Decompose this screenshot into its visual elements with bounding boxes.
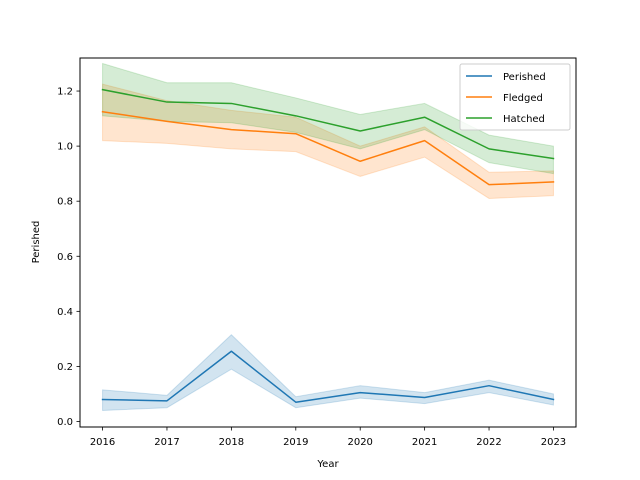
data-point-hatched-2020 xyxy=(359,130,361,132)
data-point-fledged-2020 xyxy=(359,160,361,162)
data-point-hatched-2022 xyxy=(488,148,490,150)
x-tick-label: 2018 xyxy=(219,437,244,448)
y-tick-label: 0.4 xyxy=(57,307,73,318)
data-point-hatched-2018 xyxy=(231,103,233,105)
data-point-hatched-2023 xyxy=(553,158,555,160)
y-tick-label: 0.0 xyxy=(57,417,73,428)
y-tick-label: 1.0 xyxy=(57,142,73,153)
series-line-fledged xyxy=(101,110,555,186)
x-tick-label: 2019 xyxy=(283,437,308,448)
x-tick-label: 2022 xyxy=(476,437,501,448)
confidence-band-perished xyxy=(102,334,554,412)
y-tick-label: 0.6 xyxy=(57,252,73,263)
data-point-perished-2019 xyxy=(295,401,297,403)
data-point-hatched-2019 xyxy=(295,115,297,117)
y-tick-label: 0.2 xyxy=(57,362,73,373)
legend-label-hatched: Hatched xyxy=(503,114,545,125)
plot-frame xyxy=(79,57,577,428)
legend-label-fledged: Fledged xyxy=(503,93,543,104)
data-point-hatched-2017 xyxy=(166,101,168,103)
data-point-perished-2021 xyxy=(424,397,426,399)
data-point-perished-2018 xyxy=(231,350,233,352)
x-tick-label: 2020 xyxy=(347,437,372,448)
x-tick-label: 2021 xyxy=(412,437,437,448)
legend-box xyxy=(459,63,571,131)
data-point-perished-2020 xyxy=(359,392,361,394)
data-point-fledged-2022 xyxy=(488,184,490,186)
x-tick-label: 2016 xyxy=(90,437,115,448)
data-point-fledged-2018 xyxy=(231,129,233,131)
confidence-bands xyxy=(102,62,554,412)
series-line-perished xyxy=(101,350,555,403)
series-line-hatched xyxy=(101,88,555,160)
data-point-hatched-2016 xyxy=(102,89,104,91)
confidence-band-hatched xyxy=(102,62,554,175)
data-point-perished-2023 xyxy=(553,399,555,401)
confidence-band-fledged xyxy=(102,83,554,199)
data-point-fledged-2017 xyxy=(166,121,168,123)
legend: Perished Fledged Hatched xyxy=(459,63,571,131)
x-axis-label: Year xyxy=(316,459,339,470)
data-point-perished-2016 xyxy=(102,399,104,401)
data-point-perished-2017 xyxy=(166,400,168,402)
x-tick-label: 2023 xyxy=(541,437,566,448)
data-point-fledged-2016 xyxy=(102,111,104,113)
y-tick-label: 0.8 xyxy=(57,197,73,208)
legend-label-perished: Perished xyxy=(503,72,546,83)
y-tick-label: 1.2 xyxy=(57,87,73,98)
y-axis-label: Perished xyxy=(31,221,42,264)
x-axis-ticks: 2016 2017 2018 2019 2020 2021 2022 2023 xyxy=(90,427,566,448)
series-lines xyxy=(101,88,555,403)
x-tick-label: 2017 xyxy=(154,437,179,448)
y-axis-ticks: 0.0 0.2 0.4 0.6 0.8 1.0 1.2 xyxy=(57,87,80,428)
data-point-fledged-2019 xyxy=(295,133,297,135)
data-point-fledged-2021 xyxy=(424,140,426,142)
data-point-fledged-2023 xyxy=(553,181,555,183)
data-point-perished-2022 xyxy=(488,385,490,387)
data-point-hatched-2021 xyxy=(424,116,426,118)
